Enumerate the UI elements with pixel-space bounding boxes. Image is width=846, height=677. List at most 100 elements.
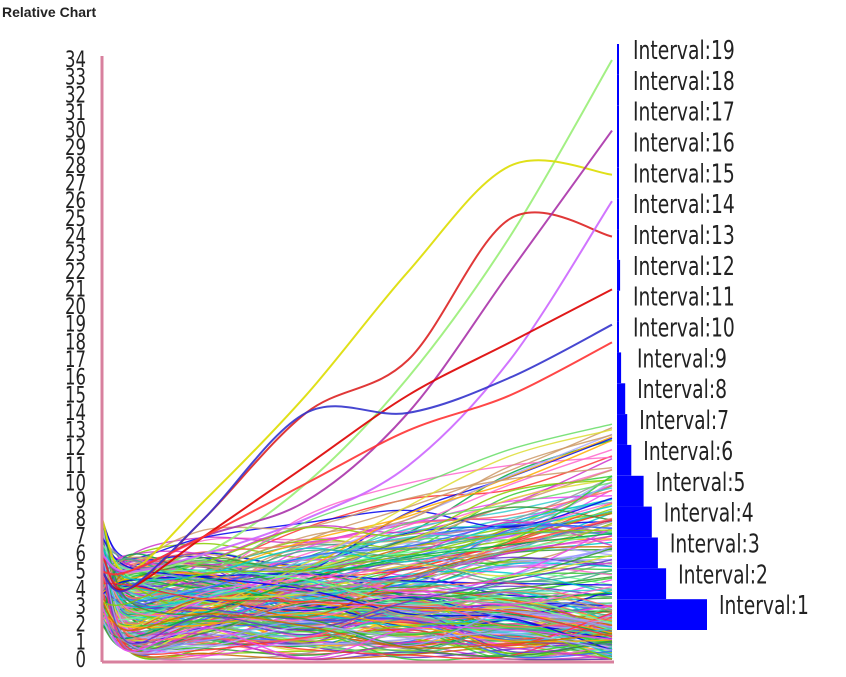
y-tick-label: 2 <box>75 611 86 637</box>
series-line <box>101 556 613 660</box>
interval-label: Interval:9 <box>637 344 727 374</box>
interval-label: Interval:5 <box>656 468 746 498</box>
y-tick-label: 25 <box>65 205 86 231</box>
interval-label: Interval:6 <box>643 437 733 467</box>
interval-bar <box>617 74 619 106</box>
highlighted-series-line <box>101 323 613 593</box>
interval-bar <box>617 321 619 353</box>
interval-bar <box>617 599 707 630</box>
y-tick-label: 16 <box>65 364 86 390</box>
y-tick-label: 1 <box>75 629 86 655</box>
series-line <box>101 560 613 626</box>
chart-title: Relative Chart <box>2 4 97 20</box>
series-line <box>101 569 613 656</box>
y-tick-label: 29 <box>65 135 86 161</box>
interval-label: Interval:8 <box>637 375 727 405</box>
y-tick-label: 33 <box>65 64 86 90</box>
y-tick-label: 20 <box>65 294 86 320</box>
interval-bar <box>617 167 619 199</box>
interval-bar <box>617 229 619 260</box>
series-line <box>101 549 613 622</box>
y-tick-label: 21 <box>65 276 86 302</box>
series-line <box>101 618 613 654</box>
y-tick-label: 31 <box>65 100 86 126</box>
interval-bar <box>617 475 644 507</box>
interval-label: Interval:10 <box>633 314 735 344</box>
y-tick-label: 8 <box>75 505 86 531</box>
y-tick-label: 15 <box>65 382 86 408</box>
interval-bar <box>617 198 619 229</box>
interval-label: Interval:16 <box>633 129 735 159</box>
interval-bar <box>617 105 619 137</box>
y-tick-label: 9 <box>75 488 86 514</box>
interval-label: Interval:7 <box>639 406 729 436</box>
y-tick-label: 27 <box>65 170 86 196</box>
y-tick-label: 7 <box>75 523 86 549</box>
series-line <box>101 549 613 583</box>
interval-label: Interval:15 <box>633 159 735 189</box>
y-tick-label: 28 <box>65 153 86 179</box>
interval-label: Interval:12 <box>633 252 735 282</box>
interval-bar <box>617 414 628 445</box>
y-tick-label: 30 <box>65 117 86 143</box>
interval-label: Interval:19 <box>633 36 735 66</box>
series-line <box>101 535 613 654</box>
y-tick-label: 22 <box>65 258 86 284</box>
y-tick-label: 24 <box>65 223 86 249</box>
interval-label: Interval:11 <box>633 283 735 313</box>
interval-bar <box>617 136 619 168</box>
highlighted-series-line <box>101 288 613 592</box>
y-tick-label: 12 <box>65 435 86 461</box>
y-tick-label: 19 <box>65 311 86 337</box>
interval-bar <box>617 44 619 75</box>
interval-label: Interval:14 <box>633 190 735 220</box>
series-line <box>101 467 613 612</box>
highlighted-series-line <box>101 341 613 576</box>
highlighted-series-line <box>101 59 613 573</box>
y-tick-label: 0 <box>75 647 86 673</box>
y-tick-label: 17 <box>65 347 86 373</box>
background-series-group <box>101 423 613 661</box>
series-line <box>101 505 613 581</box>
series-line <box>101 556 613 617</box>
highlighted-series-group <box>101 59 613 593</box>
y-tick-label: 26 <box>65 188 86 214</box>
y-tick-label: 13 <box>65 417 86 443</box>
series-line <box>101 591 613 660</box>
series-line <box>101 582 613 656</box>
y-tick-label: 23 <box>65 241 86 267</box>
interval-bar <box>617 383 626 415</box>
highlighted-series-line <box>101 200 613 573</box>
series-line <box>101 605 613 659</box>
y-tick-label: 10 <box>65 470 86 496</box>
y-tick-label: 32 <box>65 82 86 108</box>
y-tick-label: 5 <box>75 558 86 584</box>
series-line <box>101 553 613 635</box>
series-line <box>101 497 613 559</box>
y-tick-label: 14 <box>65 400 86 426</box>
series-line <box>101 619 613 653</box>
interval-bar <box>617 352 622 384</box>
series-line <box>101 600 613 649</box>
interval-bar <box>617 290 619 322</box>
interval-bar <box>617 537 658 569</box>
interval-bar <box>617 568 667 600</box>
series-line <box>101 434 613 619</box>
y-tick-label: 34 <box>65 47 86 73</box>
interval-label: Interval:3 <box>670 529 760 559</box>
y-tick-label: 11 <box>65 453 86 479</box>
interval-bar <box>617 444 632 476</box>
interval-label: Interval:2 <box>678 560 768 590</box>
series-line <box>101 546 613 609</box>
interval-label: Interval:17 <box>633 98 735 128</box>
series-line <box>101 518 613 658</box>
series-line <box>101 566 613 642</box>
interval-label: Interval:1 <box>719 591 809 621</box>
series-line <box>101 612 613 643</box>
interval-label: Interval:13 <box>633 221 735 251</box>
y-tick-label: 4 <box>75 576 86 602</box>
interval-label: Interval:4 <box>664 499 754 529</box>
interval-label: Interval:18 <box>633 67 735 97</box>
y-tick-label: 18 <box>65 329 86 355</box>
series-line <box>101 545 613 632</box>
